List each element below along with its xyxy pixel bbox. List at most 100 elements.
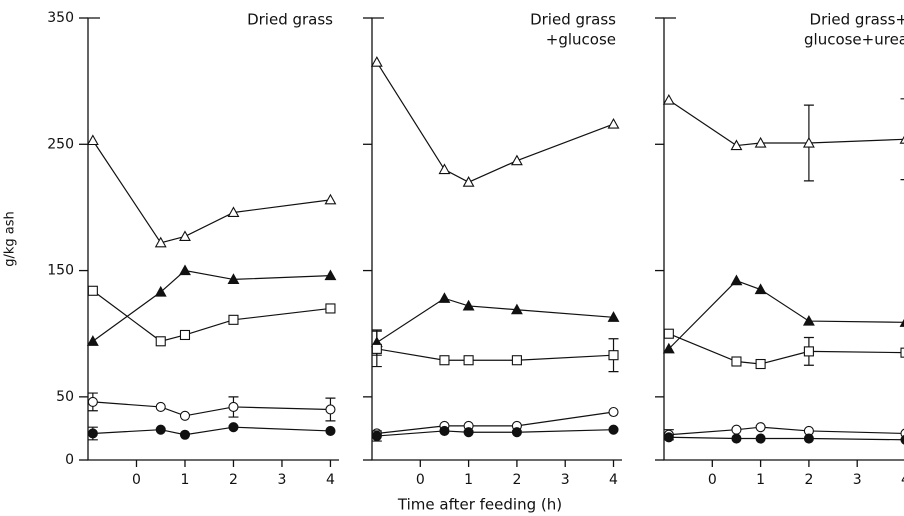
marker-triangle [730,274,743,286]
x-tick-label: 2 [804,472,813,488]
panel-title: +glucose [546,31,616,49]
series-line [668,333,904,365]
y-tick-label: 150 [47,263,74,279]
marker-square [663,328,674,339]
series-line [376,61,614,183]
axis-frame [87,17,339,461]
marker-circle [228,401,239,413]
marker-circle [755,433,766,444]
marker-triangle [370,56,383,67]
marker-triangle [730,139,743,151]
x-tick-label: 3 [561,472,570,488]
y-tick-label: 50 [56,389,74,405]
marker-triangle [324,269,337,281]
marker-circle [755,422,766,433]
marker-circle [608,424,619,435]
marker-circle [439,425,450,437]
series-line [668,99,904,147]
series-line [376,297,614,344]
marker-square [463,355,474,366]
marker-triangle [154,236,167,248]
marker-triangle [510,154,523,166]
panel-title: glucose+urea [804,31,904,49]
y-axis-label: g/kg ash [3,211,18,267]
marker-triangle [802,314,815,326]
marker-circle [803,433,814,444]
marker-circle [663,432,674,443]
x-tick-label: 4 [901,472,904,488]
marker-triangle [802,136,815,148]
marker-circle [179,410,191,421]
marker-square [325,303,336,314]
marker-triangle [227,206,240,218]
marker-circle [325,404,336,415]
marker-triangle [179,264,191,276]
series-line [92,140,331,244]
axis-frame [663,17,904,461]
series-line [376,429,614,437]
x-tick-label: 0 [416,472,425,488]
series-line [668,426,904,436]
series-line [668,279,904,350]
marker-triangle [324,193,337,205]
marker-square [731,356,742,367]
marker-triangle [227,273,240,284]
x-tick-label: 0 [132,472,141,488]
error-bar [900,98,904,181]
panel-title: Dried grass [247,11,333,29]
series-line [92,269,331,342]
marker-circle [731,424,742,435]
marker-triangle [662,93,675,105]
x-tick-label: 4 [326,472,335,488]
marker-triangle [754,283,767,295]
marker-square [608,350,619,361]
marker-circle [87,428,98,439]
marker-circle [731,433,742,444]
y-tick-label: 0 [65,452,74,468]
marker-square [155,336,166,347]
marker-triangle [438,163,451,175]
marker-triangle [899,318,904,327]
marker-square [228,314,239,325]
marker-circle [371,430,382,442]
x-tick-label: 2 [512,472,521,488]
x-tick-label: 3 [853,472,862,488]
marker-square [371,343,382,354]
marker-square [900,347,904,358]
x-tick-label: 1 [181,472,190,488]
marker-circle [155,401,166,413]
marker-triangle [86,134,99,146]
series-line [376,348,614,361]
marker-triangle [607,117,620,129]
axis-frame [371,17,622,461]
marker-circle [511,427,522,438]
marker-circle [463,427,474,438]
marker-triangle [86,335,99,346]
x-tick-label: 2 [229,472,238,488]
marker-triangle [754,136,767,148]
marker-square [755,358,766,370]
marker-triangle [899,135,904,144]
x-tick-label: 1 [756,472,765,488]
marker-triangle [462,176,475,187]
marker-triangle [462,299,475,311]
marker-circle [228,422,239,433]
series-line [668,436,904,441]
marker-triangle [662,342,675,354]
series-line [92,426,331,436]
panel-title: Dried grass+ [810,11,904,29]
x-tick-label: 0 [708,472,717,488]
marker-triangle [438,292,451,303]
marker-circle [900,434,904,445]
marker-square [439,355,450,366]
series-line [92,401,331,417]
marker-triangle [607,311,620,322]
panel-title: Dried grass [530,11,616,29]
marker-triangle [179,230,191,242]
marker-square [87,285,98,296]
marker-circle [179,429,191,440]
y-tick-label: 250 [47,136,74,152]
marker-circle [325,425,336,437]
marker-square [179,329,191,341]
